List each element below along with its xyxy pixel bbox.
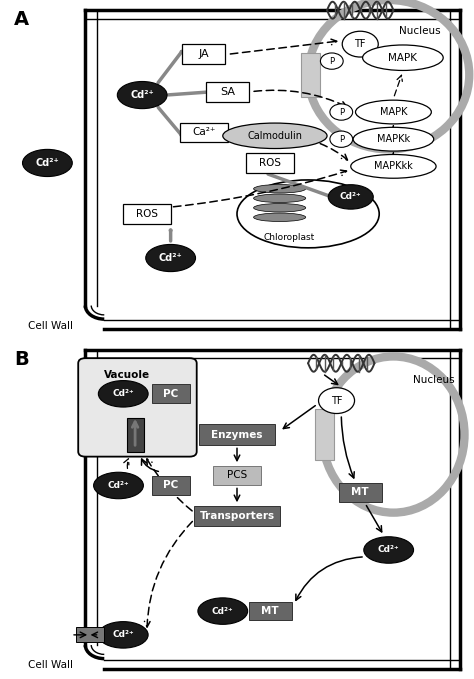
Text: Cell Wall: Cell Wall — [28, 321, 73, 331]
Bar — [301, 52, 320, 96]
Circle shape — [330, 131, 353, 147]
Text: Cell Wall: Cell Wall — [28, 661, 73, 670]
Bar — [299, 52, 327, 96]
Ellipse shape — [356, 100, 431, 124]
Text: ROS: ROS — [136, 209, 158, 219]
Text: Cd²⁺: Cd²⁺ — [108, 481, 129, 490]
Text: PCS: PCS — [227, 471, 247, 480]
Ellipse shape — [23, 149, 72, 177]
Text: Cd²⁺: Cd²⁺ — [112, 389, 134, 399]
Text: Chloroplast: Chloroplast — [264, 233, 315, 242]
Text: Calmodulin: Calmodulin — [247, 131, 302, 141]
Text: ROS: ROS — [259, 158, 281, 168]
Text: Nucleus: Nucleus — [413, 375, 455, 385]
Ellipse shape — [363, 45, 443, 71]
Text: MAPK: MAPK — [380, 107, 407, 117]
Text: Cd²⁺: Cd²⁺ — [212, 606, 234, 616]
Ellipse shape — [328, 185, 373, 209]
Bar — [339, 483, 382, 502]
Text: Cd²⁺: Cd²⁺ — [36, 158, 59, 168]
Bar — [180, 122, 228, 143]
Ellipse shape — [94, 473, 143, 498]
FancyBboxPatch shape — [78, 359, 197, 456]
Ellipse shape — [254, 194, 306, 202]
Text: Transporters: Transporters — [200, 511, 274, 521]
Text: Vacuole: Vacuole — [104, 370, 150, 380]
Text: PC: PC — [163, 389, 178, 399]
Ellipse shape — [254, 213, 306, 221]
Text: MAPKkk: MAPKkk — [374, 162, 413, 171]
Circle shape — [330, 104, 353, 120]
Ellipse shape — [353, 128, 434, 151]
Bar — [249, 602, 292, 621]
Text: PC: PC — [163, 481, 178, 490]
Ellipse shape — [237, 180, 379, 248]
Bar — [152, 476, 190, 495]
Text: Cd²⁺: Cd²⁺ — [378, 545, 400, 555]
Text: Enzymes: Enzymes — [211, 430, 263, 439]
Ellipse shape — [364, 536, 413, 564]
Bar — [123, 204, 171, 224]
Text: Cd²⁺: Cd²⁺ — [340, 192, 362, 202]
Circle shape — [320, 53, 343, 69]
Text: MT: MT — [351, 488, 369, 497]
Text: MT: MT — [261, 606, 279, 616]
Ellipse shape — [99, 622, 148, 648]
Text: P: P — [329, 56, 334, 66]
Bar — [206, 81, 249, 101]
Ellipse shape — [351, 154, 436, 179]
Bar — [315, 409, 334, 460]
Text: A: A — [14, 10, 29, 29]
Text: Cd²⁺: Cd²⁺ — [159, 253, 182, 263]
Text: Cd²⁺: Cd²⁺ — [130, 90, 154, 100]
Ellipse shape — [117, 81, 167, 109]
Bar — [313, 409, 341, 460]
Circle shape — [319, 388, 355, 414]
Bar — [76, 627, 104, 642]
Text: MAPKk: MAPKk — [377, 134, 410, 144]
Ellipse shape — [254, 185, 306, 193]
Text: P: P — [339, 107, 344, 117]
Bar — [213, 466, 261, 485]
Ellipse shape — [99, 380, 148, 407]
Text: TF: TF — [331, 396, 342, 405]
Ellipse shape — [223, 123, 327, 149]
Text: TF: TF — [355, 39, 366, 49]
Text: Ca²⁺: Ca²⁺ — [192, 128, 216, 137]
Bar — [152, 384, 190, 403]
Ellipse shape — [146, 244, 195, 272]
Text: MAPK: MAPK — [388, 53, 418, 62]
Ellipse shape — [254, 204, 306, 212]
Text: P: P — [339, 134, 344, 144]
Text: B: B — [14, 350, 29, 369]
Bar — [182, 45, 225, 65]
Text: JA: JA — [199, 50, 209, 59]
Text: Nucleus: Nucleus — [399, 26, 441, 35]
Text: SA: SA — [220, 87, 235, 96]
Text: Cd²⁺: Cd²⁺ — [112, 630, 134, 640]
Bar — [127, 418, 144, 452]
Ellipse shape — [198, 598, 247, 625]
Bar — [194, 506, 280, 526]
Circle shape — [342, 31, 378, 57]
Bar — [199, 424, 275, 445]
Bar — [246, 153, 294, 173]
